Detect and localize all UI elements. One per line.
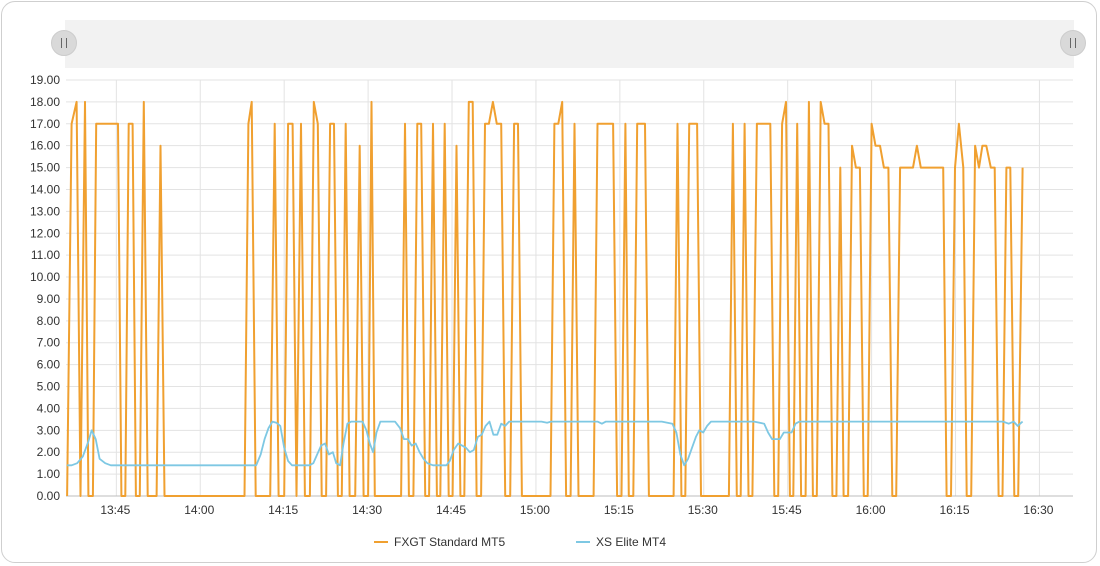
y-tick-label: 2.00: [37, 445, 61, 459]
y-tick-label: 5.00: [37, 380, 61, 394]
series-line-fxgt-standard-mt5[interactable]: [66, 100, 1024, 497]
y-tick-label: 10.00: [30, 270, 60, 284]
x-tick-label: 16:15: [940, 503, 970, 517]
y-tick-label: 0.00: [37, 489, 61, 503]
x-tick-label: 14:00: [184, 503, 214, 517]
series-line-xs-elite-mt4[interactable]: [67, 420, 1024, 467]
grip-icon: [61, 38, 67, 48]
y-tick-label: 17.00: [30, 117, 60, 131]
y-tick-label: 4.00: [37, 401, 61, 415]
y-tick-label: 14.00: [30, 182, 60, 196]
x-tick-label: 15:00: [520, 503, 550, 517]
legend-label: XS Elite MT4: [596, 535, 666, 549]
y-tick-label: 15.00: [30, 161, 60, 175]
x-tick-label: 13:45: [100, 503, 130, 517]
x-axis-ticks: 13:45 14:00 14:15 14:30 14:45 15:00 15:15 15:30…: [100, 503, 1053, 517]
y-tick-label: 19.00: [30, 73, 60, 87]
range-end-handle[interactable]: [1060, 30, 1086, 56]
y-tick-label: 18.00: [30, 95, 60, 109]
y-tick-label: 16.00: [30, 139, 60, 153]
x-tick-label: 15:45: [772, 503, 802, 517]
y-tick-label: 11.00: [31, 248, 60, 262]
x-tick-label: 14:15: [268, 503, 298, 517]
grid-lines: [66, 79, 1073, 497]
y-tick-label: 9.00: [37, 292, 61, 306]
range-start-handle[interactable]: [51, 30, 77, 56]
x-tick-label: 14:30: [352, 503, 382, 517]
y-tick-label: 1.00: [37, 467, 61, 481]
range-scrollbar[interactable]: [65, 20, 1074, 68]
legend: FXGT Standard MT5 XS Elite MT4: [374, 535, 666, 549]
y-tick-label: 8.00: [37, 314, 61, 328]
y-tick-label: 3.00: [37, 423, 61, 437]
x-tick-label: 16:00: [856, 503, 886, 517]
y-axis-ticks: 0.00 1.00 2.00 3.00 4.00 5.00 6.00 7.00 8.00 9.00…: [30, 73, 60, 503]
y-tick-label: 12.00: [30, 226, 60, 240]
y-tick-label: 7.00: [37, 336, 61, 350]
legend-item[interactable]: XS Elite MT4: [576, 535, 666, 549]
x-tick-label: 14:45: [436, 503, 466, 517]
series-lines: [66, 100, 1024, 497]
x-tick-label: 16:30: [1023, 503, 1053, 517]
y-tick-label: 13.00: [30, 204, 60, 218]
y-tick-label: 6.00: [37, 358, 61, 372]
x-tick-label: 15:15: [604, 503, 634, 517]
legend-label: FXGT Standard MT5: [394, 535, 505, 549]
legend-item[interactable]: FXGT Standard MT5: [374, 535, 505, 549]
grip-icon: [1070, 38, 1076, 48]
x-tick-label: 15:30: [688, 503, 718, 517]
